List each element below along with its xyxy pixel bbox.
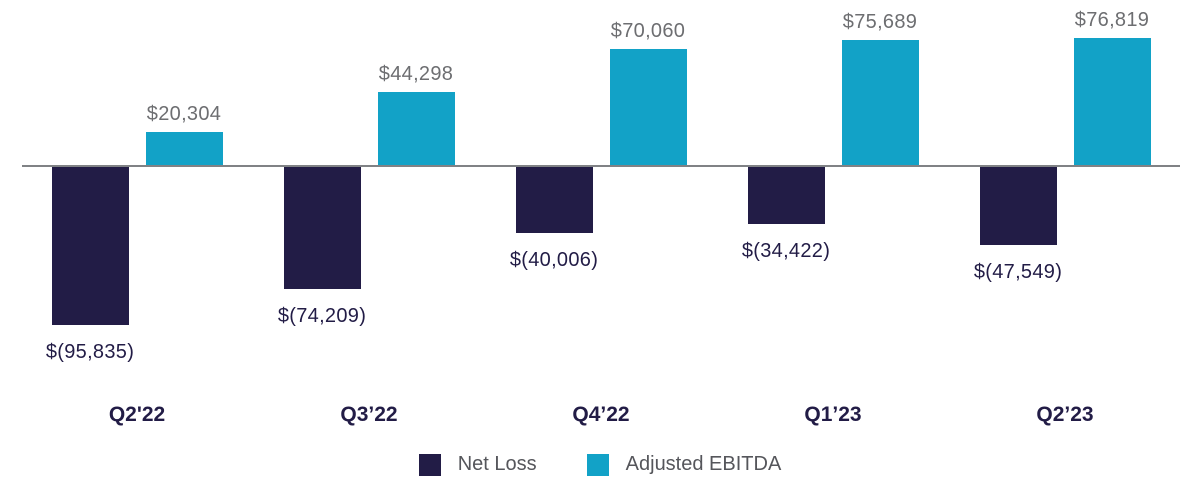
bar-net-loss	[747, 167, 825, 224]
legend-swatch-icon	[586, 453, 609, 476]
ebitda-value-label: $76,819	[1074, 9, 1150, 31]
bar-adjusted-ebitda	[145, 132, 223, 165]
ebitda-value-label: $44,298	[378, 63, 454, 85]
bar-adjusted-ebitda	[377, 92, 455, 165]
bar-net-loss	[51, 167, 129, 325]
bar-adjusted-ebitda	[609, 49, 687, 165]
bar-net-loss	[979, 167, 1057, 245]
x-axis-label: Q1’23	[804, 403, 862, 426]
bar-adjusted-ebitda	[841, 40, 919, 165]
x-axis-label: Q2’23	[1036, 403, 1094, 426]
x-axis-label: Q4’22	[572, 403, 630, 426]
net-loss-value-label: $(47,549)	[973, 261, 1063, 283]
ebitda-value-label: $70,060	[610, 20, 686, 42]
legend: Net Loss Adjusted EBITDA	[0, 453, 1200, 476]
legend-swatch-icon	[418, 453, 441, 476]
bar-adjusted-ebitda	[1073, 38, 1151, 165]
x-axis-label: Q3’22	[340, 403, 398, 426]
net-loss-value-label: $(34,422)	[741, 240, 831, 262]
legend-label: Adjusted EBITDA	[625, 453, 782, 475]
legend-item-net-loss: Net Loss	[418, 453, 537, 476]
net-loss-value-label: $(95,835)	[45, 341, 135, 363]
legend-item-adjusted-ebitda: Adjusted EBITDA	[586, 453, 782, 476]
zero-baseline-axis	[22, 165, 1180, 167]
ebitda-value-label: $20,304	[146, 103, 222, 125]
bar-net-loss	[283, 167, 361, 289]
ebitda-value-label: $75,689	[842, 11, 918, 33]
bar-net-loss	[515, 167, 593, 233]
legend-label: Net Loss	[457, 453, 537, 475]
net-loss-value-label: $(40,006)	[509, 249, 599, 271]
net-loss-value-label: $(74,209)	[277, 305, 367, 327]
x-axis-label: Q2'22	[108, 403, 166, 426]
